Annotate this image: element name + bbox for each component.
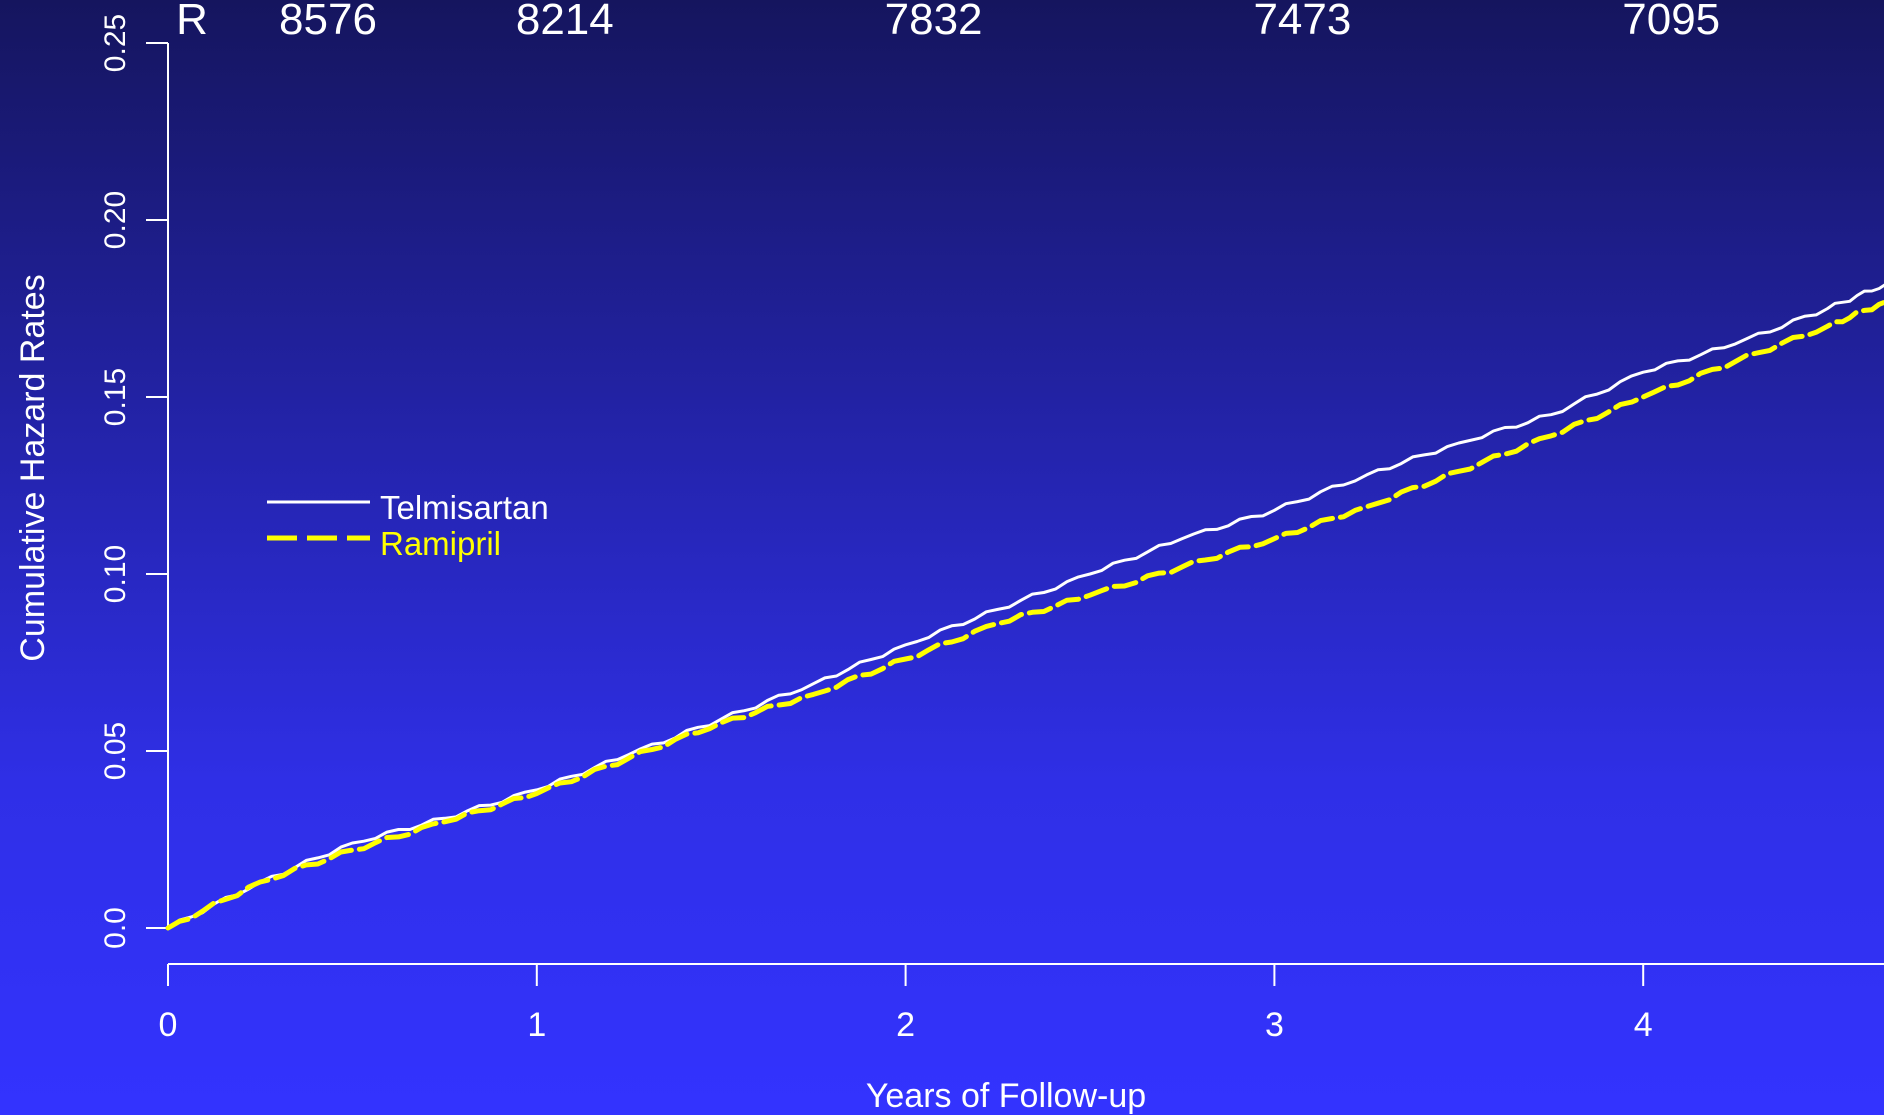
y-tick-label: 0.10: [99, 545, 132, 603]
y-tick-label: 0.15: [99, 368, 132, 426]
x-tick-label: 2: [896, 1006, 915, 1044]
x-tick-label: 3: [1265, 1006, 1284, 1044]
risk-row-label: R: [176, 0, 208, 44]
x-tick-label: 1: [527, 1006, 546, 1044]
legend-label: Ramipril: [380, 525, 501, 562]
legend-label: Telmisartan: [380, 489, 549, 526]
y-tick-label: 0.0: [99, 907, 132, 949]
series-line-telmisartan: [166, 283, 1884, 930]
x-axis: 0 1 2 3 4: [159, 963, 1884, 1044]
x-tick-label: 4: [1634, 1006, 1653, 1044]
risk-value: 8214: [516, 0, 614, 44]
y-tick-label: 0.20: [99, 191, 132, 249]
risk-value: 8576: [279, 0, 377, 44]
y-tick-label: 0.05: [99, 722, 132, 780]
x-tick-label: 0: [159, 1006, 178, 1044]
series-line-ramipril: [165, 299, 1884, 931]
risk-table: 8576 8214 7832 7473 7095: [279, 0, 1720, 44]
x-axis-title: Years of Follow-up: [866, 1077, 1146, 1115]
y-axis: 0.0 0.05 0.10 0.15 0.20 0.25: [99, 14, 169, 949]
y-tick-label: 0.25: [99, 14, 132, 72]
y-axis-title: Cumulative Hazard Rates: [14, 274, 52, 661]
risk-value: 7473: [1253, 0, 1351, 44]
risk-value: 7832: [885, 0, 983, 44]
risk-value: 7095: [1622, 0, 1720, 44]
plot-lines: [165, 283, 1884, 931]
